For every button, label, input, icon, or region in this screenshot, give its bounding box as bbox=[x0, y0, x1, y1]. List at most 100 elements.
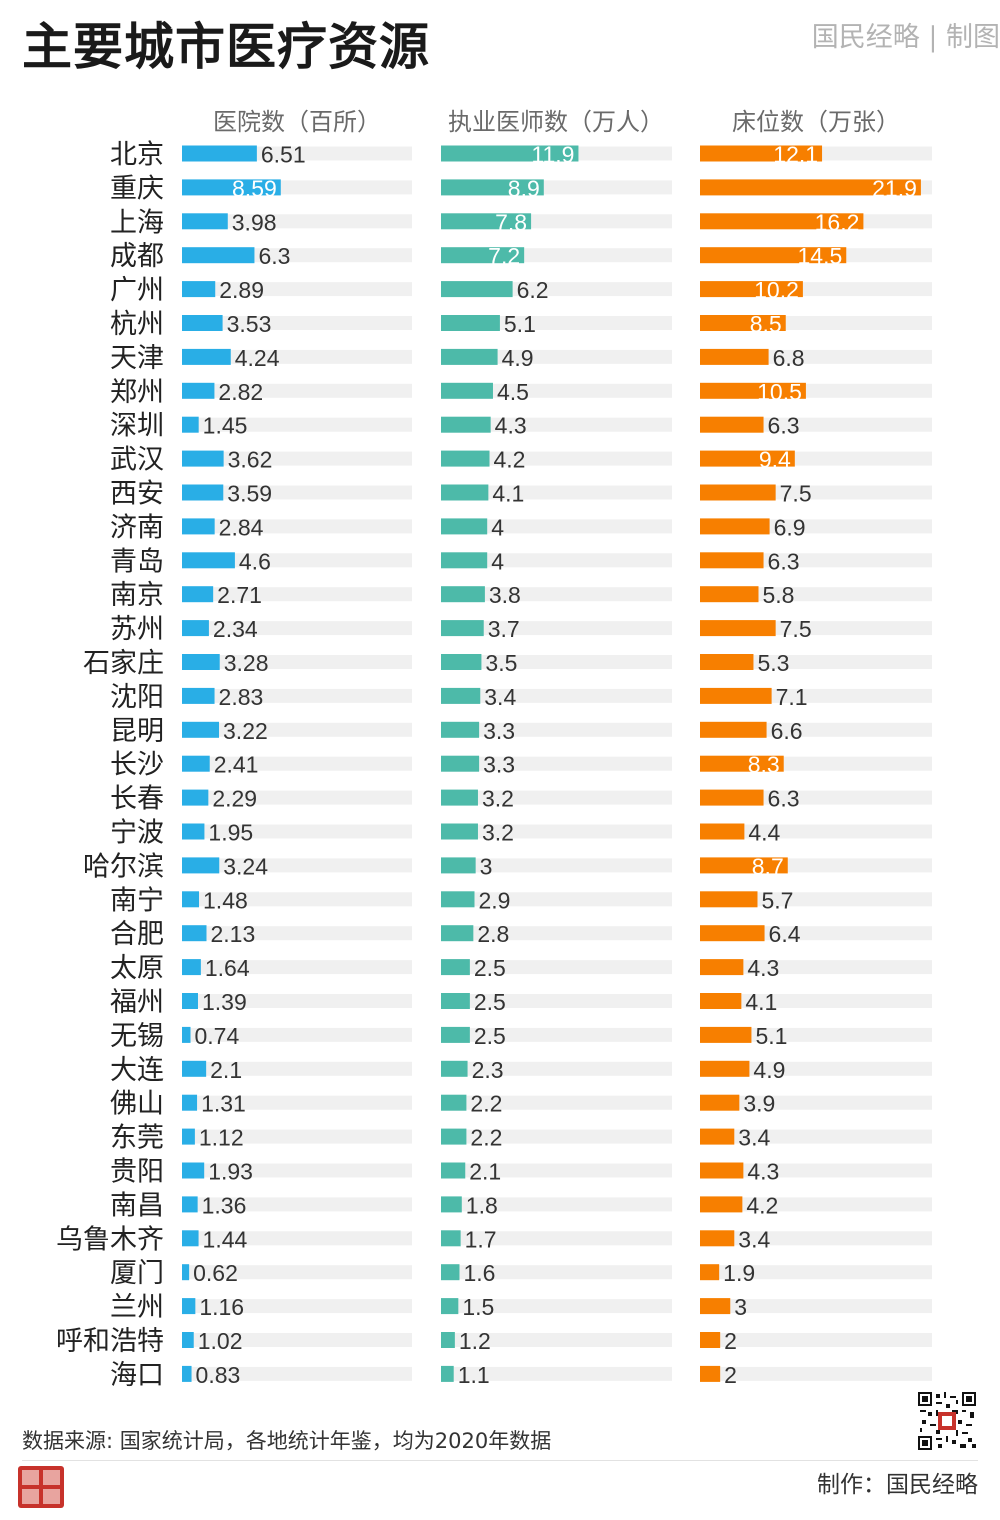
bar bbox=[441, 382, 493, 399]
bar-value-label: 1.16 bbox=[199, 1294, 244, 1320]
bar bbox=[441, 755, 480, 772]
bar-track bbox=[441, 858, 672, 873]
bar bbox=[182, 586, 214, 603]
bar-value-label: 5.7 bbox=[761, 887, 793, 913]
bar bbox=[700, 450, 795, 467]
bar bbox=[182, 315, 223, 331]
bar-value-label: 12.1 bbox=[773, 142, 818, 168]
bar-value-label: 2.82 bbox=[218, 379, 263, 405]
bar bbox=[700, 145, 823, 162]
bar-track bbox=[441, 587, 672, 602]
bar bbox=[182, 1230, 199, 1247]
bar-track bbox=[700, 1265, 932, 1280]
bar-track bbox=[700, 1333, 932, 1347]
medical-resources-chart: 北京 6.51 11.9 12.1重庆 8.59 8.9 21.9上海 3.98 7.8 16.2… bbox=[56, 140, 932, 1390]
bar-value-label: 1.64 bbox=[205, 955, 250, 981]
bar bbox=[182, 1162, 205, 1179]
header-doctors: 执业医师数（万人） bbox=[448, 108, 664, 136]
bar bbox=[700, 315, 786, 331]
bar-value-label: 3.8 bbox=[489, 582, 521, 608]
bar-value-label: 6.3 bbox=[768, 548, 800, 574]
bar-value-label: 9.4 bbox=[759, 447, 791, 473]
bar-value-label: 5.3 bbox=[757, 650, 789, 676]
bar bbox=[441, 654, 482, 670]
bar bbox=[441, 586, 485, 603]
bar-value-label: 3 bbox=[734, 1294, 747, 1320]
bar-value-label: 3.53 bbox=[227, 311, 272, 337]
bar-track bbox=[182, 316, 412, 330]
bar bbox=[182, 213, 228, 230]
bar-track bbox=[182, 858, 412, 873]
bar-value-label: 7.5 bbox=[780, 616, 812, 642]
bar-value-label: 7.8 bbox=[495, 209, 527, 235]
bar bbox=[441, 789, 478, 806]
bar-value-label: 3.4 bbox=[484, 684, 516, 710]
bar-track bbox=[182, 214, 412, 229]
bar-track bbox=[700, 1231, 932, 1246]
bar-value-label: 6.4 bbox=[769, 921, 801, 947]
bar-value-label: 0.74 bbox=[195, 1023, 240, 1049]
bar-value-label: 21.9 bbox=[872, 175, 917, 201]
bar-value-label: 4.9 bbox=[502, 345, 534, 371]
bar-value-label: 2.2 bbox=[470, 1125, 502, 1151]
bar bbox=[700, 620, 776, 637]
bar-track bbox=[700, 1163, 932, 1178]
bar-track bbox=[182, 1299, 412, 1314]
bar-value-label: 7.5 bbox=[780, 481, 812, 507]
bar-value-label: 2.41 bbox=[214, 752, 259, 778]
bar-value-label: 3.2 bbox=[482, 786, 514, 812]
bar bbox=[441, 620, 484, 637]
bar-value-label: 2.1 bbox=[210, 1057, 242, 1083]
bar bbox=[700, 382, 806, 399]
bar-track bbox=[182, 1163, 412, 1178]
bar-track bbox=[182, 1061, 412, 1076]
bar bbox=[182, 687, 215, 704]
bar-value-label: 1.48 bbox=[203, 887, 248, 913]
bar-value-label: 10.2 bbox=[754, 277, 799, 303]
bar-value-label: 4.2 bbox=[494, 447, 526, 473]
bar bbox=[700, 1332, 721, 1348]
bar-value-label: 1.12 bbox=[199, 1125, 244, 1151]
bar-value-label: 4.3 bbox=[747, 955, 779, 981]
bar-value-label: 4 bbox=[491, 548, 504, 574]
bar-track bbox=[441, 1366, 672, 1381]
bar-track bbox=[441, 655, 672, 669]
bar-value-label: 2.1 bbox=[469, 1159, 501, 1185]
bar-value-label: 2.71 bbox=[217, 582, 262, 608]
bar bbox=[182, 145, 257, 162]
bar-value-label: 2.9 bbox=[478, 887, 510, 913]
bar-track bbox=[182, 349, 412, 364]
city-label: 厦门 bbox=[110, 1258, 164, 1288]
header-hospitals: 医院数（百所） bbox=[213, 108, 381, 136]
city-label: 济南 bbox=[110, 512, 164, 542]
bar-value-label: 11.9 bbox=[531, 142, 574, 168]
bar bbox=[700, 1196, 743, 1213]
city-label: 天津 bbox=[110, 343, 164, 373]
city-label: 北京 bbox=[110, 140, 164, 170]
bar bbox=[441, 1264, 460, 1281]
city-label: 合肥 bbox=[110, 919, 164, 949]
bar bbox=[441, 1230, 461, 1247]
bar bbox=[182, 416, 199, 433]
footer-divider bbox=[22, 1460, 978, 1461]
bar-value-label: 6.3 bbox=[768, 786, 800, 812]
bar bbox=[700, 755, 784, 772]
bar-track bbox=[700, 1129, 932, 1144]
bar bbox=[182, 654, 220, 670]
bar bbox=[700, 484, 776, 501]
maker-credit: 制作：国民经略 bbox=[817, 1472, 978, 1498]
bar-track bbox=[441, 1095, 672, 1110]
bar-value-label: 4.2 bbox=[746, 1192, 778, 1218]
city-label: 长沙 bbox=[110, 750, 164, 780]
bar-value-label: 5.8 bbox=[763, 582, 795, 608]
bar bbox=[700, 1162, 744, 1179]
bar bbox=[182, 1298, 196, 1315]
bar-track bbox=[182, 824, 412, 839]
bar bbox=[182, 1365, 192, 1382]
bar bbox=[441, 687, 481, 704]
city-label: 杭州 bbox=[110, 309, 164, 339]
city-label: 昆明 bbox=[110, 716, 164, 746]
bar-value-label: 1.7 bbox=[465, 1226, 497, 1252]
city-label: 重庆 bbox=[110, 173, 164, 203]
city-label: 呼和浩特 bbox=[56, 1326, 164, 1356]
